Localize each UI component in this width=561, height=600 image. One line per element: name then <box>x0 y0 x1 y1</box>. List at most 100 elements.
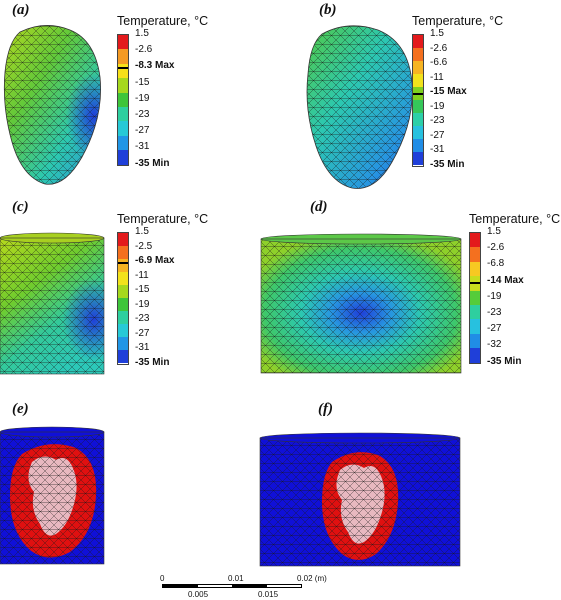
heart-temperature-field-a <box>3 25 101 185</box>
legend-swatch <box>470 290 480 305</box>
legend-swatch <box>118 272 128 286</box>
legend-tick-label: -31 <box>135 141 150 153</box>
panel-label-a: (a) <box>12 2 30 18</box>
legend-tick-label: -23 <box>430 115 445 126</box>
legend-tick-label: -35 Min <box>487 355 522 367</box>
legend-color-bar <box>117 232 129 365</box>
legend-swatch <box>413 35 423 49</box>
legend-swatch <box>118 311 128 325</box>
legend-swatch <box>470 261 480 277</box>
legend-tick-label: 1.5 <box>135 28 149 39</box>
legend-tick-label: 1.5 <box>487 226 501 237</box>
scale-label-0-02: 0.02 (m) <box>297 574 327 583</box>
legend-swatch <box>413 152 423 166</box>
cylinder-frozen-region-f <box>259 432 461 567</box>
legend-tick-label: -2.6 <box>135 44 153 56</box>
legend-tick-label: -15 Max <box>430 86 467 97</box>
legend-swatch <box>118 63 128 79</box>
legend-swatch <box>118 150 128 165</box>
legend-title: Temperature, °C <box>117 14 209 28</box>
legend-color-bar <box>117 34 129 166</box>
legend-title: Temperature, °C <box>412 14 504 28</box>
legend-swatch <box>118 135 128 151</box>
legend-swatch <box>118 233 128 247</box>
legend-swatch <box>413 126 423 140</box>
legend-swatch <box>413 139 423 153</box>
legend-swatch <box>413 61 423 75</box>
legend-tick-label: -6.9 Max <box>135 255 175 266</box>
legend-tick-label: -23 <box>487 307 502 318</box>
panel-label-e: (e) <box>12 401 29 417</box>
legend-color-bar <box>412 34 424 167</box>
legend-swatch <box>118 107 128 122</box>
legend-swatch <box>118 246 128 260</box>
legend-tick-label: -6.6 <box>430 57 448 68</box>
legend-tick-label: -35 Min <box>135 157 170 169</box>
legend-swatch <box>413 74 423 88</box>
legend-tick-label: -19 <box>135 298 150 310</box>
legend-tick-label: -35 Min <box>135 356 170 368</box>
legend-swatch <box>118 121 128 136</box>
panel-label-d: (d) <box>310 199 328 215</box>
legend-tick-label: -19 <box>430 100 445 112</box>
cylinder-frozen-region-e <box>0 426 105 565</box>
legend-tick-label: -8.3 Max <box>135 60 175 72</box>
legend-tick-label: -11 <box>135 269 149 281</box>
scale-bar-segments <box>162 584 302 588</box>
cylinder-temperature-field-d <box>260 233 462 374</box>
legend-tick-label: -15 <box>135 76 150 88</box>
legend-tick-label: -2.6 <box>430 42 448 54</box>
legend-max-marker <box>470 281 480 284</box>
legend-swatch <box>118 49 128 64</box>
legend-tick-label: -27 <box>430 129 445 141</box>
legend-swatch <box>118 35 128 50</box>
legend-swatch <box>118 259 128 273</box>
legend-tick-label: -23 <box>135 109 150 120</box>
scale-label-0-015: 0.015 <box>258 590 279 599</box>
legend-color-bar <box>469 232 481 364</box>
panel-label-f: (f) <box>318 401 333 417</box>
legend-tick-label: -35 Min <box>430 158 465 170</box>
legend-tick-label: 1.5 <box>430 28 444 39</box>
legend-swatch <box>470 319 480 334</box>
legend-title: Temperature, °C <box>117 212 209 226</box>
legend-tick-label: -27 <box>135 125 150 137</box>
legend-tick-label: -31 <box>135 342 150 353</box>
legend-swatch <box>118 298 128 312</box>
cylinder-temperature-field-c <box>0 232 105 375</box>
legend-swatch <box>470 247 480 262</box>
legend-max-marker <box>413 93 423 95</box>
scale-label-0: 0 <box>160 574 165 583</box>
legend-tick-label: -2.5 <box>135 240 153 252</box>
legend-tick-label: -31 <box>430 144 445 155</box>
legend-swatch <box>413 113 423 127</box>
legend-tick-label: -27 <box>487 323 502 335</box>
legend-max-marker <box>118 262 128 264</box>
legend-tick-label: -2.6 <box>487 242 505 254</box>
legend-swatch <box>413 100 423 114</box>
legend-swatch <box>118 350 128 364</box>
legend-tick-label: -23 <box>135 313 150 324</box>
legend-swatch <box>470 305 480 320</box>
legend-tick-label: -15 <box>135 284 150 295</box>
legend-tick-label: 1.5 <box>135 226 149 237</box>
legend-swatch <box>118 337 128 351</box>
legend-tick-label: -6.8 <box>487 258 505 270</box>
scale-bar: 0 0.01 0.02 (m) 0.005 0.015 <box>160 574 330 600</box>
scale-label-0-005: 0.005 <box>188 590 209 599</box>
legend-swatch <box>413 48 423 62</box>
legend-swatch <box>470 233 480 248</box>
legend-swatch <box>118 285 128 299</box>
heart-temperature-field-b <box>306 25 413 189</box>
legend-tick-label: -19 <box>135 92 150 104</box>
legend-tick-label: -27 <box>135 327 150 339</box>
legend-title: Temperature, °C <box>469 212 561 226</box>
panel-label-c: (c) <box>12 199 29 215</box>
legend-tick-label: -14 Max <box>487 274 524 286</box>
legend-swatch <box>118 324 128 338</box>
legend-tick-label: -19 <box>487 290 502 302</box>
legend-swatch <box>118 92 128 107</box>
legend-max-marker <box>118 67 128 70</box>
scale-label-0-01: 0.01 <box>228 574 244 583</box>
legend-swatch <box>470 333 480 349</box>
